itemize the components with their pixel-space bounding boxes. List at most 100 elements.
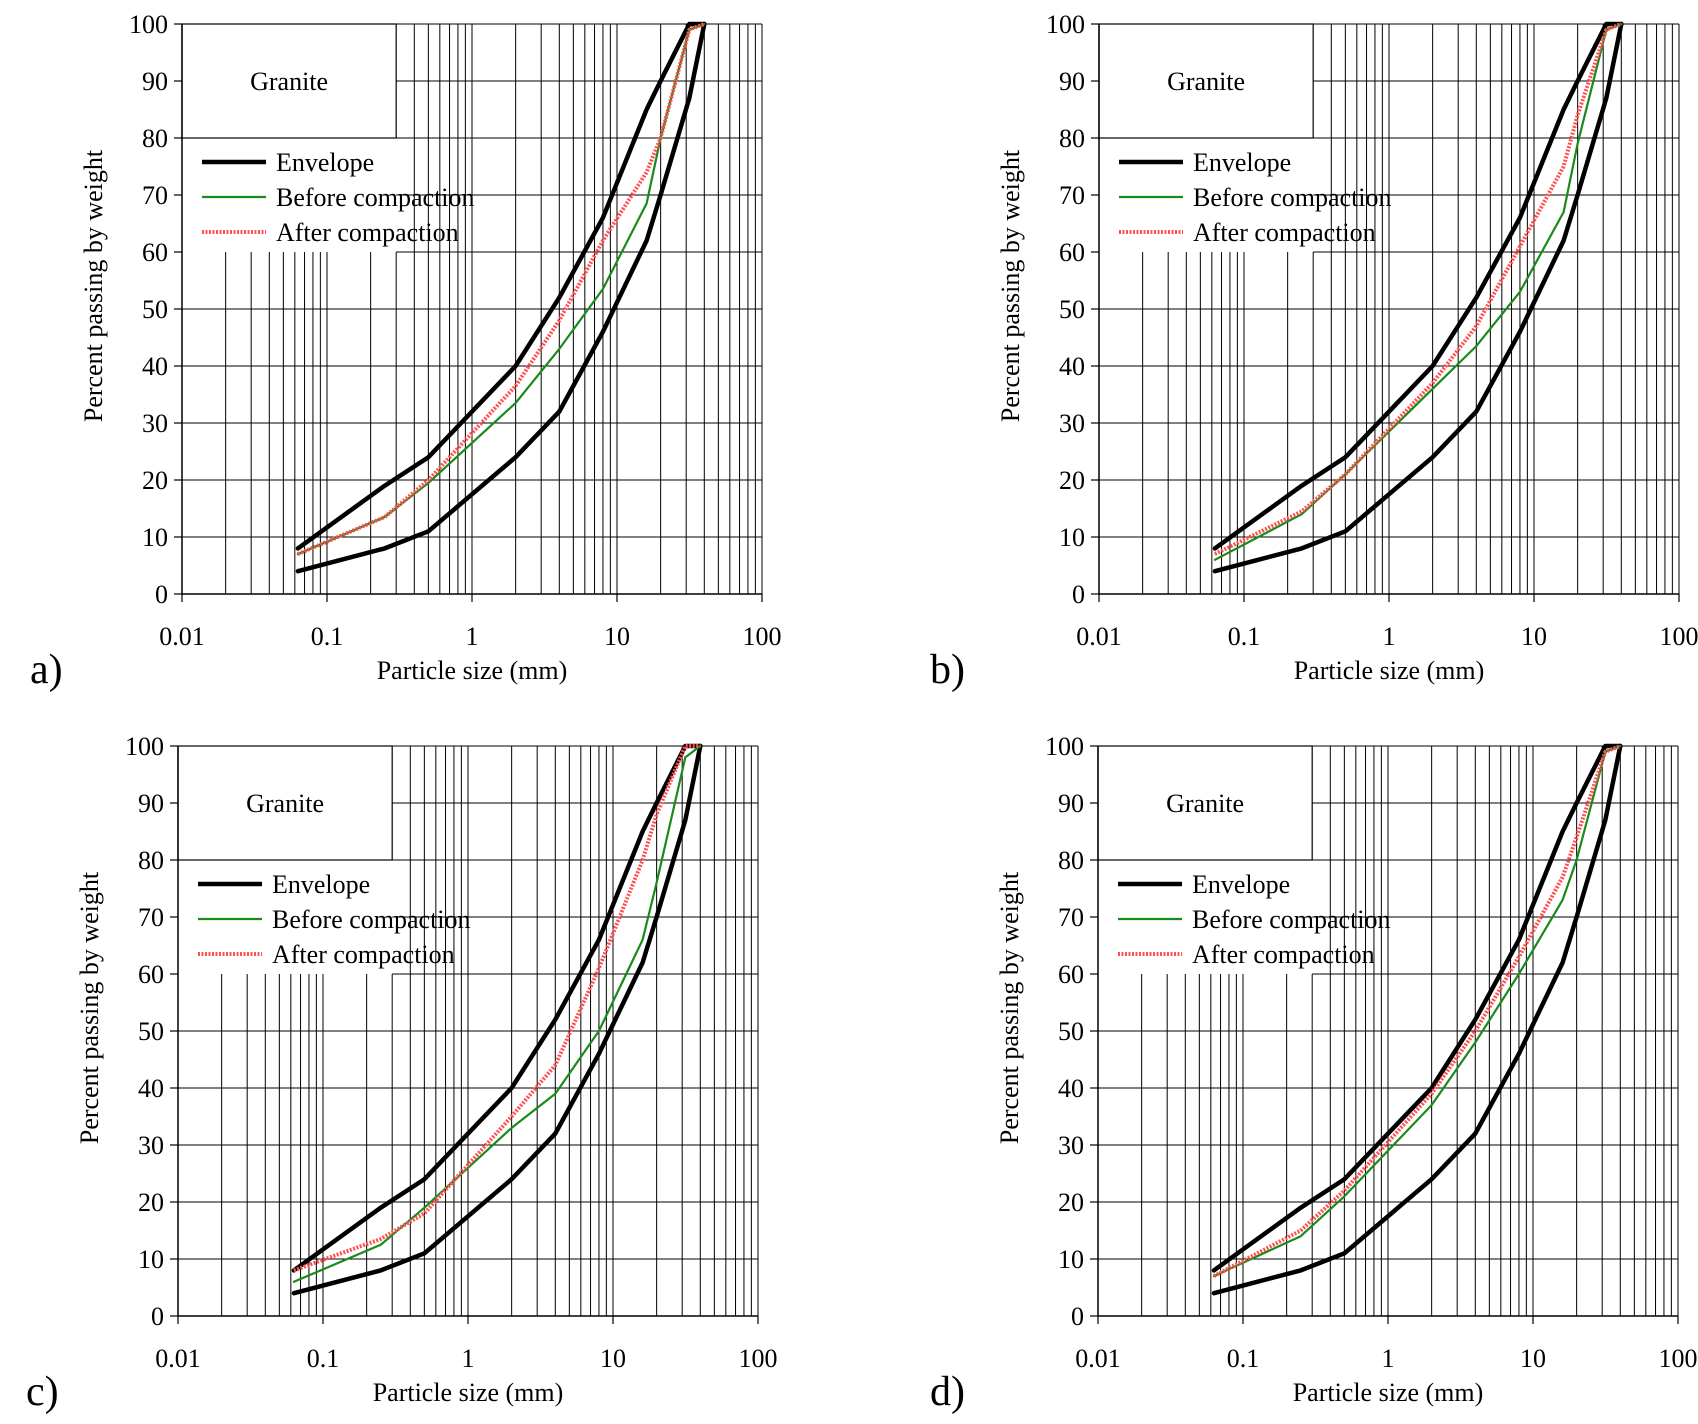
legend-label: After compaction bbox=[272, 940, 455, 969]
y-tick-label: 90 bbox=[142, 67, 168, 96]
series-line-after-compaction bbox=[297, 22, 706, 556]
y-tick-label: 70 bbox=[142, 181, 168, 210]
series-group bbox=[1212, 21, 1624, 574]
series-line-envelope-lower bbox=[1212, 21, 1624, 574]
chart-title-box bbox=[181, 23, 397, 139]
series-line-before-compaction bbox=[292, 744, 702, 1283]
x-tick-label: 0.01 bbox=[159, 622, 205, 651]
chart-panel-d: Granite 0 10 20 30 40 50 60 70 80 90 100 0.01 0.1 1 10 1… bbox=[930, 732, 1698, 1415]
panel-label: b) bbox=[930, 647, 965, 693]
panel-label: a) bbox=[30, 647, 63, 693]
legend: Envelope Before compaction After compactio… bbox=[202, 148, 475, 247]
x-tick-label: 1 bbox=[462, 1344, 475, 1373]
y-tick-label: 60 bbox=[138, 960, 164, 989]
grid-lines bbox=[182, 23, 763, 594]
chart-title-box bbox=[1098, 23, 1314, 139]
y-tick-label: 90 bbox=[1059, 67, 1085, 96]
y-tick-label: 100 bbox=[129, 10, 168, 39]
series-line-envelope-lower bbox=[1211, 743, 1623, 1296]
x-axis-title: Particle size (mm) bbox=[373, 1378, 564, 1407]
chart-title: Granite bbox=[250, 67, 328, 96]
y-tick-label: 0 bbox=[155, 580, 168, 609]
y-tick-label: 70 bbox=[1058, 903, 1084, 932]
legend-label: Before compaction bbox=[1193, 183, 1392, 212]
y-tick-label: 40 bbox=[1059, 352, 1085, 381]
y-tick-label: 50 bbox=[1058, 1017, 1084, 1046]
y-tick-label: 80 bbox=[142, 124, 168, 153]
y-tick-label: 40 bbox=[142, 352, 168, 381]
x-tick-label: 100 bbox=[1659, 1344, 1698, 1373]
y-tick-label: 60 bbox=[1058, 960, 1084, 989]
legend-label: After compaction bbox=[1193, 218, 1376, 247]
x-tick-label: 1 bbox=[1382, 1344, 1395, 1373]
series-group bbox=[291, 743, 703, 1296]
y-tick-label: 70 bbox=[1059, 181, 1085, 210]
y-axis-title: Percent passing by weight bbox=[79, 149, 108, 422]
x-tick-label: 10 bbox=[1520, 1344, 1546, 1373]
x-tick-label: 1 bbox=[1383, 622, 1396, 651]
y-tick-label: 90 bbox=[138, 789, 164, 818]
y-tick-label: 10 bbox=[1058, 1245, 1084, 1274]
x-tick-label: 0.01 bbox=[1076, 622, 1122, 651]
y-tick-label: 10 bbox=[1059, 523, 1085, 552]
chart-title: Granite bbox=[246, 789, 324, 818]
panel-label: d) bbox=[930, 1369, 965, 1415]
y-tick-label: 40 bbox=[1058, 1074, 1084, 1103]
legend-label: Before compaction bbox=[272, 905, 471, 934]
y-tick-label: 20 bbox=[1058, 1188, 1084, 1217]
x-tick-label: 1 bbox=[466, 622, 479, 651]
legend: Envelope Before compaction After compactio… bbox=[1119, 148, 1392, 247]
series-line-envelope-upper bbox=[1211, 743, 1623, 1273]
y-tick-label: 30 bbox=[1058, 1131, 1084, 1160]
x-tick-label: 0.1 bbox=[307, 1344, 340, 1373]
grid-lines bbox=[1099, 23, 1680, 594]
y-tick-label: 100 bbox=[125, 732, 164, 761]
x-tick-label: 100 bbox=[743, 622, 782, 651]
x-axis-title: Particle size (mm) bbox=[1293, 1378, 1484, 1407]
series-group bbox=[1211, 743, 1623, 1296]
series-line-envelope-upper bbox=[291, 743, 703, 1273]
chart-title-box bbox=[177, 745, 393, 861]
x-axis-title: Particle size (mm) bbox=[1294, 656, 1485, 685]
x-tick-label: 0.01 bbox=[155, 1344, 201, 1373]
y-tick-label: 50 bbox=[1059, 295, 1085, 324]
chart-title-box bbox=[1097, 745, 1313, 861]
series-line-before-compaction bbox=[1212, 744, 1622, 1278]
chart-panel-b: Granite 0 10 20 30 40 50 60 70 80 90 100 0.01 0.1 1 10 1… bbox=[930, 10, 1698, 693]
y-tick-label: 0 bbox=[151, 1302, 164, 1331]
x-tick-label: 0.01 bbox=[1075, 1344, 1121, 1373]
legend-label: Envelope bbox=[272, 870, 370, 899]
x-tick-label: 0.1 bbox=[1227, 1344, 1260, 1373]
legend-label: Envelope bbox=[276, 148, 374, 177]
legend-label: After compaction bbox=[276, 218, 459, 247]
x-tick-label: 10 bbox=[1521, 622, 1547, 651]
chart-title: Granite bbox=[1166, 789, 1244, 818]
y-tick-label: 80 bbox=[138, 846, 164, 875]
y-tick-label: 10 bbox=[138, 1245, 164, 1274]
x-tick-label: 100 bbox=[739, 1344, 778, 1373]
y-tick-label: 60 bbox=[1059, 238, 1085, 267]
x-axis-title: Particle size (mm) bbox=[377, 656, 568, 685]
series-line-envelope-upper bbox=[295, 21, 707, 551]
x-tick-label: 10 bbox=[600, 1344, 626, 1373]
panel-label: c) bbox=[26, 1369, 59, 1415]
series-line-envelope-lower bbox=[291, 743, 703, 1296]
y-tick-label: 90 bbox=[1058, 789, 1084, 818]
x-tick-label: 10 bbox=[604, 622, 630, 651]
chart-panel-a: Granite 0 10 20 30 40 50 60 70 80 90 100 0.01 0.1 1 10 1… bbox=[30, 10, 782, 693]
series-line-envelope-upper bbox=[1212, 21, 1624, 551]
x-tick-label: 0.1 bbox=[1228, 622, 1261, 651]
chart-title: Granite bbox=[1167, 67, 1245, 96]
series-line-after-compaction bbox=[1212, 744, 1622, 1278]
y-axis-title: Percent passing by weight bbox=[996, 149, 1025, 422]
y-tick-label: 70 bbox=[138, 903, 164, 932]
grid-lines bbox=[1098, 745, 1679, 1316]
legend-label: After compaction bbox=[1192, 940, 1375, 969]
series-group bbox=[295, 21, 707, 574]
legend-label: Before compaction bbox=[276, 183, 475, 212]
y-tick-label: 0 bbox=[1072, 580, 1085, 609]
legend-label: Before compaction bbox=[1192, 905, 1391, 934]
y-tick-label: 20 bbox=[138, 1188, 164, 1217]
legend-label: Envelope bbox=[1193, 148, 1291, 177]
